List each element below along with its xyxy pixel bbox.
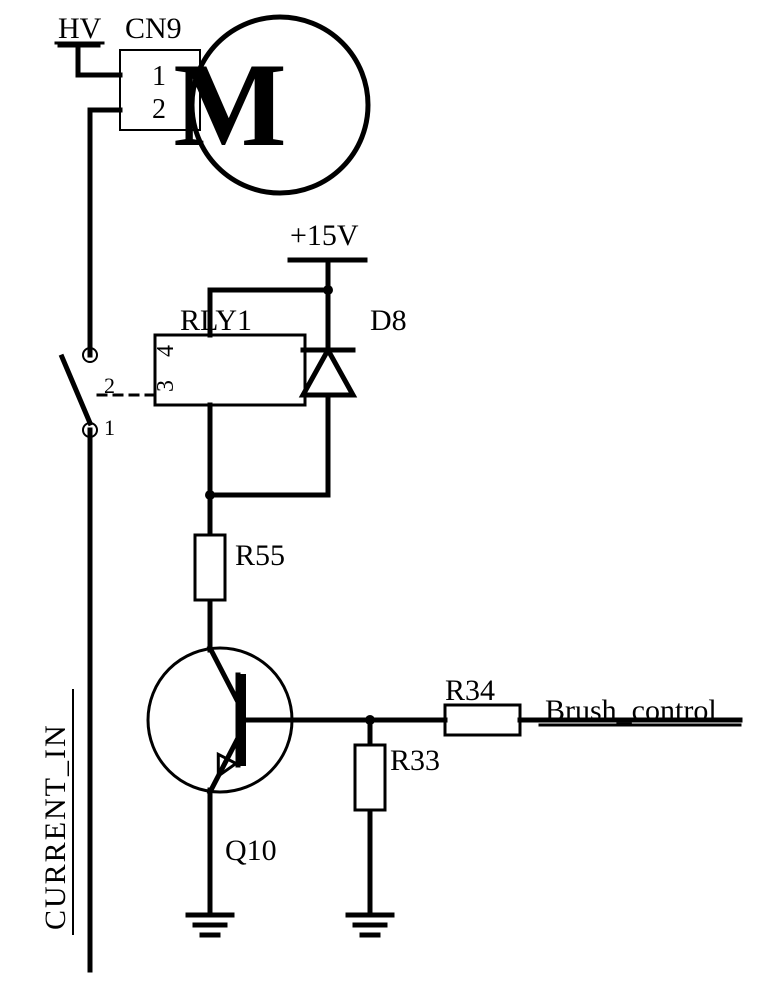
resistor-r55 [195,535,225,600]
label-rly1: RLY1 [180,304,252,337]
relay-wiper [62,357,90,423]
q10-emitter-arrow [218,754,236,776]
label-brush: Brush_control [545,694,717,727]
label-r34: R34 [445,674,495,707]
label-cn9_pin1: 1 [152,61,166,92]
label-q10: Q10 [225,834,277,867]
label-sw2: 2 [104,373,115,398]
diode-d8-triangle [303,350,353,395]
label-current-in: CURRENT_IN [39,723,72,930]
label-v15: +15V [290,219,359,252]
label-d8: D8 [370,304,407,337]
label-r55: R55 [235,539,285,572]
label-motor: M [173,38,286,171]
label-hv: HV [58,12,102,45]
label-rly1_p4: 4 [153,345,179,357]
resistor-r33 [355,745,385,810]
resistor-r34 [445,705,520,735]
schematic-canvas: CURRENT_INHVCN912M+15VRLY134D8R55R34R33Q… [0,0,772,1000]
label-r33: R33 [390,744,440,777]
label-sw1: 1 [104,415,115,440]
label-rly1_p3: 3 [153,380,179,392]
label-cn9_pin2: 2 [152,94,166,125]
